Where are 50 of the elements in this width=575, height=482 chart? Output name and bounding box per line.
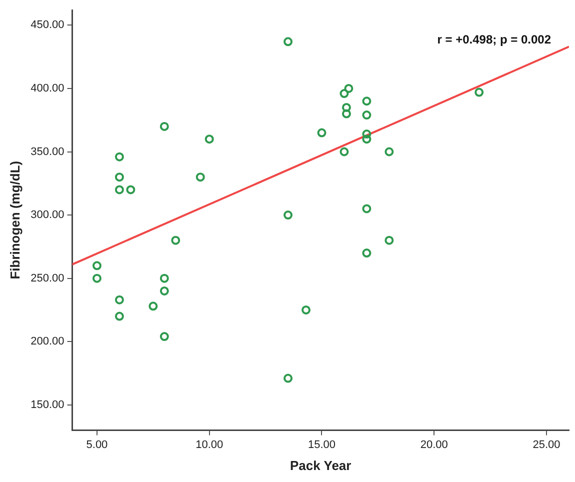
point <box>92 261 102 270</box>
point <box>126 185 136 194</box>
x-tick-label: 20.00 <box>420 438 448 451</box>
point <box>362 204 372 214</box>
y-axis-title: Fibrinogen (mg/dL) <box>7 160 22 280</box>
point <box>114 295 124 304</box>
point <box>362 248 372 258</box>
x-tick-label: 10.00 <box>196 438 224 451</box>
annotation: r = +0.498; p = 0.002 <box>437 32 552 46</box>
point <box>340 147 349 156</box>
x-axis-title: Pack Year <box>290 458 352 473</box>
point <box>317 128 326 138</box>
y-tick-label: 300.00 <box>30 209 64 222</box>
point <box>160 286 169 296</box>
point <box>148 302 158 311</box>
y-tick-label: 250.00 <box>30 272 64 284</box>
y-tick-label: 400.00 <box>30 82 64 94</box>
point <box>474 88 484 97</box>
point <box>342 102 351 112</box>
point <box>384 236 394 245</box>
point <box>92 274 102 283</box>
point <box>114 172 124 182</box>
point <box>362 110 372 120</box>
x-tick-label: 5.00 <box>86 438 108 451</box>
point <box>114 312 124 321</box>
point <box>114 185 124 194</box>
point <box>114 152 124 162</box>
point <box>160 274 169 283</box>
point <box>344 84 354 93</box>
y-tick-label: 200.00 <box>30 336 64 348</box>
point <box>340 89 349 98</box>
point <box>302 305 311 314</box>
y-tick-label: 150.00 <box>30 398 64 411</box>
point <box>284 37 293 46</box>
point <box>362 96 372 106</box>
point <box>204 134 214 144</box>
point <box>160 122 169 131</box>
point <box>160 332 169 342</box>
point <box>284 374 293 383</box>
x-tick-label: 25.00 <box>532 438 560 451</box>
point <box>284 210 293 220</box>
point <box>196 172 205 182</box>
point <box>362 130 372 139</box>
point <box>384 147 394 156</box>
point <box>171 236 180 245</box>
y-tick-label: 450.00 <box>30 19 64 32</box>
point <box>342 109 351 118</box>
point <box>362 134 372 144</box>
x-tick-label: 15.00 <box>308 438 336 451</box>
y-tick-label: 350.00 <box>30 146 64 158</box>
